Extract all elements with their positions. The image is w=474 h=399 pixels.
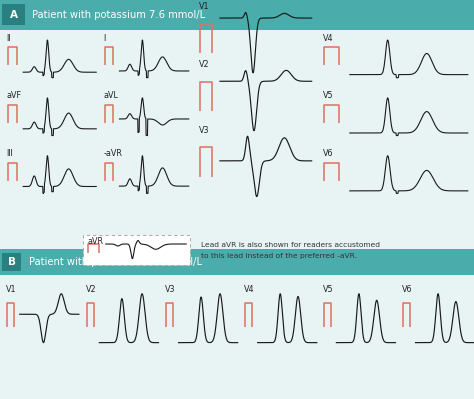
Text: V4: V4 xyxy=(323,34,333,43)
Text: V3: V3 xyxy=(199,126,210,135)
Text: A: A xyxy=(10,10,18,20)
Text: V6: V6 xyxy=(402,285,412,294)
Bar xyxy=(2,4,25,26)
Text: V2: V2 xyxy=(86,285,97,294)
Text: aVL: aVL xyxy=(104,91,118,101)
Text: Patient with potassium 7.6 mmol/L: Patient with potassium 7.6 mmol/L xyxy=(32,10,205,20)
Text: V5: V5 xyxy=(323,285,334,294)
Text: III: III xyxy=(7,149,13,158)
Text: Patient with potassium 8.2 mmol/L: Patient with potassium 8.2 mmol/L xyxy=(29,257,202,267)
Text: II: II xyxy=(7,34,11,43)
Text: V6: V6 xyxy=(323,149,333,158)
Text: V1: V1 xyxy=(199,2,210,11)
Text: I: I xyxy=(104,34,106,43)
Text: V4: V4 xyxy=(244,285,255,294)
Text: V3: V3 xyxy=(165,285,175,294)
Text: aVR: aVR xyxy=(87,237,103,247)
Text: aVF: aVF xyxy=(7,91,22,101)
Bar xyxy=(0,0,474,30)
Text: Lead aVR is also shown for readers accustomed: Lead aVR is also shown for readers accus… xyxy=(201,242,381,248)
Bar xyxy=(0,249,474,275)
Text: V5: V5 xyxy=(323,91,334,101)
Text: V2: V2 xyxy=(199,60,210,69)
Text: B: B xyxy=(8,257,16,267)
Text: -aVR: -aVR xyxy=(104,149,123,158)
Bar xyxy=(2,253,21,271)
Text: to this lead instead of the preferred -aVR.: to this lead instead of the preferred -a… xyxy=(201,253,357,259)
Text: V1: V1 xyxy=(6,285,17,294)
Bar xyxy=(83,235,190,265)
